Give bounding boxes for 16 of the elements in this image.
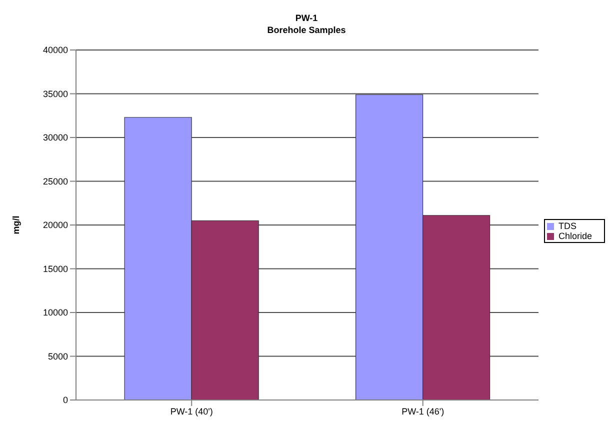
legend-label: TDS [558, 221, 576, 231]
chart-title: PW-1 [294, 12, 319, 24]
y-tick-label: 40000 [42, 45, 68, 56]
y-tick-label: 35000 [42, 88, 68, 99]
x-tick-label: PW-1 (46') [402, 406, 444, 416]
y-tick-label: 10000 [42, 308, 68, 318]
y-tick-label: 5000 [48, 351, 68, 362]
y-tick-label: 0 [62, 395, 68, 406]
y-tick-label: 30000 [42, 132, 68, 143]
y-tick-label: 25000 [42, 176, 68, 186]
y-tick-label: 15000 [42, 264, 68, 274]
y-axis-title: mg/l [11, 216, 22, 234]
legend-label: Chloride [558, 231, 592, 241]
y-tick-label: 20000 [42, 220, 68, 230]
x-tick-label: PW-1 (40') [170, 406, 213, 416]
chart-subtitle: Borehole Samples [266, 24, 347, 36]
